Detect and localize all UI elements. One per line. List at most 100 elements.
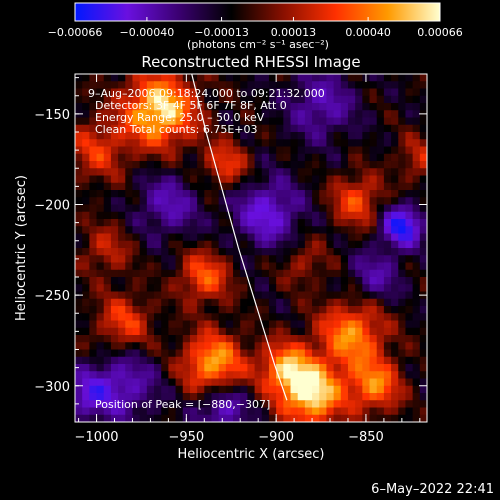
heatmap-cell: [419, 153, 427, 162]
heatmap-cell: [304, 378, 313, 387]
heatmap-cell: [189, 262, 198, 271]
heatmap-cell: [96, 371, 105, 380]
y-axis-tick-label: −300: [34, 380, 70, 395]
heatmap-cell: [168, 306, 177, 314]
heatmap-cell: [189, 407, 198, 416]
heatmap-cell: [297, 204, 306, 213]
heatmap-cell: [276, 124, 284, 133]
heatmap-cell: [118, 124, 126, 133]
heatmap-cell: [139, 110, 148, 119]
heatmap-cell: [96, 110, 105, 119]
heatmap-cell: [283, 364, 292, 372]
heatmap-cell: [168, 88, 177, 97]
heatmap-cell: [182, 393, 191, 401]
heatmap-cell: [376, 393, 385, 401]
heatmap-cell: [312, 124, 320, 133]
heatmap-cell: [412, 400, 421, 409]
heatmap-cell: [276, 168, 284, 177]
heatmap-cell: [225, 320, 234, 329]
heatmap-cell: [139, 277, 148, 285]
heatmap-cell: [118, 262, 126, 271]
heatmap-cell: [254, 182, 263, 191]
heatmap-cell: [132, 226, 141, 235]
heatmap-cell: [362, 262, 371, 271]
heatmap-cell: [82, 277, 90, 285]
heatmap-cell: [139, 240, 148, 249]
heatmap-cell: [182, 327, 191, 336]
heatmap-cell: [89, 219, 98, 227]
heatmap-cell: [211, 124, 220, 133]
heatmap-cell: [139, 190, 148, 198]
heatmap-cell: [419, 298, 427, 307]
heatmap-cell: [362, 219, 371, 227]
heatmap-cell: [383, 153, 392, 162]
heatmap-cell: [333, 161, 342, 169]
heatmap-cell: [175, 211, 184, 220]
heatmap-cell: [369, 277, 378, 285]
heatmap-cell: [261, 320, 270, 329]
heatmap-cell: [182, 81, 191, 90]
heatmap-cell: [197, 240, 205, 249]
heatmap-cell: [419, 211, 427, 220]
heatmap-cell: [419, 407, 427, 416]
heatmap-cell: [182, 306, 191, 314]
heatmap-cell: [240, 349, 249, 358]
heatmap-cell: [189, 349, 198, 358]
heatmap-cell: [319, 95, 328, 104]
heatmap-cell: [347, 385, 356, 394]
heatmap-cell: [304, 327, 313, 336]
heatmap-cell: [290, 313, 299, 322]
heatmap-cell: [383, 81, 392, 90]
heatmap-cell: [240, 364, 249, 372]
heatmap-cell: [254, 146, 263, 155]
heatmap-cell: [189, 414, 198, 422]
heatmap-cell: [261, 182, 270, 191]
heatmap-cell: [304, 255, 313, 264]
heatmap-cell: [154, 81, 162, 90]
heatmap-cell: [182, 219, 191, 227]
heatmap-cell: [110, 175, 119, 184]
heatmap-cell: [254, 81, 263, 90]
heatmap-cell: [419, 248, 427, 256]
heatmap-cell: [254, 385, 263, 394]
heatmap-cell: [146, 153, 155, 162]
heatmap-cell: [154, 146, 162, 155]
heatmap-cell: [355, 197, 363, 206]
heatmap-cell: [419, 233, 427, 242]
heatmap-cell: [369, 175, 378, 184]
heatmap-cell: [376, 103, 385, 111]
heatmap-cell: [297, 378, 306, 387]
heatmap-cell: [247, 342, 256, 351]
heatmap-cell: [175, 197, 184, 206]
heatmap-cell: [340, 277, 349, 285]
heatmap-cell: [405, 335, 414, 343]
heatmap-cell: [312, 364, 320, 372]
heatmap-cell: [247, 182, 256, 191]
heatmap-cell: [240, 74, 249, 82]
heatmap-cell: [355, 269, 363, 278]
heatmap-cell: [139, 168, 148, 177]
heatmap-cell: [340, 95, 349, 104]
heatmap-cell: [333, 356, 342, 365]
heatmap-cell: [189, 364, 198, 372]
heatmap-cell: [340, 226, 349, 235]
heatmap-cell: [96, 153, 105, 162]
heatmap-cell: [247, 356, 256, 365]
heatmap-cell: [247, 81, 256, 90]
heatmap-cell: [297, 255, 306, 264]
heatmap-cell: [312, 240, 320, 249]
heatmap-cell: [197, 204, 205, 213]
heatmap-cell: [391, 161, 399, 169]
heatmap-cell: [247, 168, 256, 177]
heatmap-cell: [211, 219, 220, 227]
heatmap-cell: [419, 342, 427, 351]
heatmap-cell: [362, 233, 371, 242]
heatmap-cell: [376, 356, 385, 365]
heatmap-cell: [161, 146, 169, 155]
heatmap-cell: [110, 124, 119, 133]
heatmap-cell: [290, 219, 299, 227]
heatmap-cell: [139, 356, 148, 365]
heatmap-cell: [233, 414, 241, 422]
heatmap-cell: [261, 277, 270, 285]
heatmap-cell: [268, 349, 277, 358]
